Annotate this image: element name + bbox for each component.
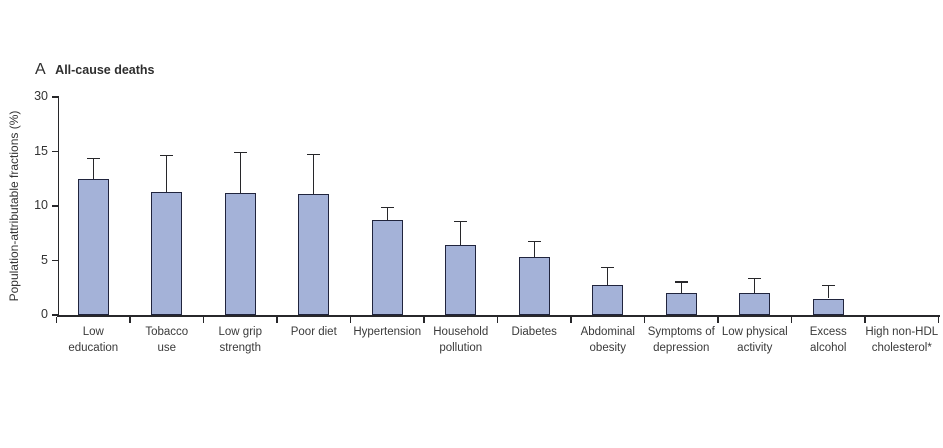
error-bar-line — [827, 285, 829, 299]
y-axis-tick — [52, 259, 58, 262]
x-axis-tick — [790, 316, 793, 323]
error-bar-line — [239, 152, 241, 193]
error-bar-cap — [233, 151, 247, 153]
bar — [445, 244, 477, 315]
y-axis-line — [57, 96, 59, 316]
x-axis-tick — [643, 316, 646, 323]
error-bar-line — [680, 282, 682, 293]
x-axis-tick — [276, 316, 278, 323]
x-axis-tick — [864, 316, 866, 323]
x-axis-tick — [717, 316, 719, 323]
x-category-label: Diabetes — [511, 326, 557, 338]
error-bar-cap — [748, 278, 762, 280]
error-bar-line — [166, 155, 168, 192]
y-tick-label: 5 — [41, 252, 48, 267]
error-bar-line — [754, 278, 756, 293]
error-bar-cap — [527, 240, 541, 242]
y-tick-label: 0 — [41, 307, 48, 321]
error-bar-line — [386, 207, 388, 221]
x-axis-tick — [937, 316, 940, 323]
bar — [592, 285, 624, 315]
bar — [739, 293, 771, 315]
x-axis-tick — [349, 316, 352, 323]
x-category-label: Abdominal obesity — [580, 326, 635, 354]
x-axis-tick — [55, 316, 58, 323]
error-bar-line — [460, 221, 462, 245]
bar — [371, 220, 403, 315]
x-category-label: Poor diet — [290, 326, 337, 338]
error-bar-cap — [601, 267, 615, 269]
y-axis-tick — [52, 205, 58, 207]
panel-title-text: All-cause deaths — [55, 63, 155, 77]
x-axis-tick — [202, 316, 205, 323]
y-tick-label: 10 — [34, 198, 48, 212]
y-axis-tick — [52, 314, 58, 316]
y-axis-tick — [52, 150, 58, 153]
panel-letter: A — [35, 61, 47, 78]
bar — [812, 298, 844, 315]
x-axis-tick — [570, 316, 572, 323]
y-axis-tick — [52, 96, 58, 98]
x-axis-tick — [129, 316, 131, 323]
x-category-label: High non-HDL cholesterol* — [865, 326, 939, 354]
x-category-label: Low physical activity — [721, 326, 788, 354]
x-category-label: Symptoms of depression — [647, 326, 715, 354]
error-bar-cap — [380, 206, 394, 208]
x-category-label: Household pollution — [433, 326, 489, 354]
error-bar-cap — [454, 220, 468, 223]
x-category-label: Low grip strength — [218, 326, 262, 354]
error-bar-cap — [307, 153, 321, 156]
error-bar-cap — [821, 284, 835, 286]
bar — [518, 256, 550, 315]
bar — [665, 293, 697, 315]
error-bar-cap — [674, 281, 688, 283]
error-bar-line — [533, 241, 535, 257]
bar — [151, 191, 183, 315]
bar — [224, 192, 256, 315]
error-bar-line — [607, 267, 609, 286]
x-category-label: Hypertension — [353, 326, 422, 338]
y-tick-label: 15 — [34, 143, 48, 158]
x-axis-tick — [496, 316, 499, 323]
bar — [298, 194, 330, 315]
bar — [77, 178, 109, 315]
x-axis-tick — [423, 316, 425, 323]
x-category-label: Low education — [68, 326, 119, 354]
x-category-label: Tobacco use — [145, 326, 189, 354]
x-axis-line — [56, 315, 940, 317]
panel-title: A All-cause deaths — [35, 61, 155, 79]
error-bar-line — [313, 154, 315, 194]
error-bar-cap — [160, 154, 174, 157]
error-bar-cap — [86, 158, 100, 160]
x-category-label: Excess alcohol — [809, 326, 847, 354]
y-tick-label: 30 — [34, 89, 48, 103]
error-bar-line — [92, 158, 94, 179]
